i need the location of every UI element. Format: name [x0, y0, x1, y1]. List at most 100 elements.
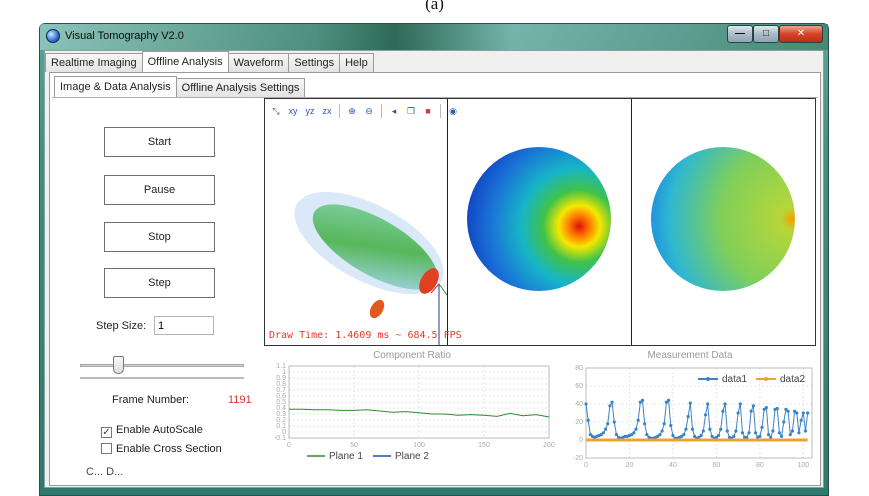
- start-button[interactable]: Start: [104, 127, 215, 157]
- data-point: [697, 435, 701, 439]
- cross-section-label: Enable Cross Section: [116, 443, 222, 455]
- data-point: [680, 434, 684, 438]
- data-point: [588, 433, 592, 437]
- data-point: [784, 407, 788, 411]
- data-point: [786, 409, 790, 413]
- data-point: [686, 415, 690, 419]
- data-point: [634, 427, 638, 431]
- tab-help[interactable]: Help: [339, 53, 374, 72]
- autoscale-checkbox[interactable]: ✓: [101, 427, 112, 438]
- autoscale-checkbox-row[interactable]: ✓ Enable AutoScale: [101, 424, 203, 438]
- data-point: [703, 413, 708, 417]
- tab-settings[interactable]: Settings: [288, 53, 341, 72]
- step-button[interactable]: Step: [104, 268, 215, 298]
- frame-slider-thumb[interactable]: [112, 356, 124, 374]
- tab-realtime-imaging[interactable]: Realtime Imaging: [45, 53, 143, 72]
- cross-section-checkbox-row[interactable]: Enable Cross Section: [101, 443, 222, 455]
- client-area: Realtime Imaging Offline Analysis Wavefo…: [44, 50, 824, 488]
- x-tick-label: 40: [669, 462, 677, 469]
- y-tick-label: 20: [575, 419, 583, 426]
- cross-section-checkbox[interactable]: [101, 443, 112, 454]
- x-tick-label: 0: [584, 462, 588, 469]
- data-point: [690, 427, 695, 431]
- data-point: [664, 400, 669, 404]
- data-point: [795, 411, 799, 415]
- data-point: [638, 400, 642, 404]
- camera-icon[interactable]: ◉: [449, 106, 457, 116]
- speaker-icon[interactable]: ◂: [391, 106, 397, 116]
- y-tick-label: 0.5: [276, 399, 286, 406]
- image-data-analysis-panel: Start Pause Stop Step Step Size: Frame N…: [52, 97, 818, 485]
- cross-section-plane-1: [467, 147, 611, 291]
- step-size-label: Step Size:: [96, 320, 147, 332]
- data-point: [801, 411, 805, 415]
- data-point: [586, 418, 590, 422]
- minimize-button[interactable]: —: [727, 25, 753, 43]
- zx-plane-icon[interactable]: zx: [322, 106, 332, 116]
- data-point: [753, 431, 758, 435]
- stop-button[interactable]: Stop: [104, 222, 215, 252]
- maximize-button[interactable]: □: [753, 25, 779, 43]
- data-point: [779, 434, 784, 438]
- app-window: Visual Tomography V2.0 — □ ✕ Realtime Im…: [39, 23, 829, 496]
- data-point: [738, 402, 742, 406]
- data-point: [610, 400, 614, 404]
- data-point: [751, 404, 755, 408]
- y-tick-label: 0.3: [276, 411, 286, 418]
- tomography-viewer[interactable]: ⤡ xy yz zx ⊕ ⊖ ◂ ❐ ■ ◉: [264, 98, 816, 346]
- yz-plane-icon[interactable]: yz: [305, 106, 315, 116]
- x-tick-label: 20: [626, 462, 634, 469]
- y-tick-label: 0.6: [276, 393, 286, 400]
- legend-label: Plane 2: [395, 451, 429, 462]
- tab-image-data-analysis[interactable]: Image & Data Analysis: [54, 76, 177, 97]
- data-point: [775, 406, 779, 411]
- data-point: [684, 427, 688, 431]
- clipped-option-label: C... D...: [86, 466, 124, 478]
- plot-frame: [288, 365, 550, 439]
- y-tick-label: 0.7: [276, 387, 286, 394]
- data-point: [643, 422, 647, 426]
- cross-section-plane-2: [651, 147, 795, 291]
- data-point: [721, 409, 725, 413]
- data-point: [747, 431, 751, 435]
- app-globe-icon: [46, 29, 60, 43]
- component-ratio-chart: Component Ratio 1.1 1 0.9 0.8 0.7 0.6 0.5 0.4 0.…: [267, 350, 557, 486]
- x-tick-label: 50: [350, 442, 358, 449]
- color-cube-icon[interactable]: ■: [425, 106, 431, 116]
- y-tick-label: 0: [579, 437, 583, 444]
- offline-analysis-panel: Image & Data Analysis Offline Analysis S…: [49, 72, 821, 486]
- frame-number-label: Frame Number:: [112, 394, 190, 406]
- y-tick-label: 0.1: [276, 423, 286, 430]
- data-point: [760, 425, 764, 429]
- zoom-out-icon[interactable]: ⊖: [365, 106, 373, 116]
- data-point: [716, 433, 721, 438]
- frame-slider-track[interactable]: [80, 364, 244, 367]
- data-point: [656, 434, 660, 438]
- 3d-volume-render: [294, 191, 448, 345]
- data-point: [723, 402, 727, 406]
- data-point: [769, 435, 773, 439]
- data-point: [599, 433, 603, 437]
- copy-icon[interactable]: ❐: [406, 106, 416, 116]
- tab-waveform[interactable]: Waveform: [227, 53, 290, 72]
- xy-plane-icon[interactable]: xy: [288, 106, 298, 116]
- step-size-input[interactable]: [154, 316, 214, 335]
- measurement-data-title: Measurement Data: [647, 350, 733, 361]
- series-line-plane-1: [289, 408, 550, 418]
- y-tick-label: -20: [573, 455, 583, 462]
- data-point: [782, 420, 786, 424]
- data-point: [764, 406, 768, 410]
- measurement-data-chart: Measurement Data 80 60 40 20 0 -20 0 20 40 60 80 10…: [562, 350, 818, 486]
- tab-offline-analysis-settings[interactable]: Offline Analysis Settings: [175, 78, 306, 97]
- main-tab-bar: Realtime Imaging Offline Analysis Wavefo…: [45, 51, 374, 73]
- title-bar[interactable]: Visual Tomography V2.0 — □ ✕: [40, 24, 828, 50]
- close-button[interactable]: ✕: [779, 25, 823, 43]
- data-point: [699, 433, 703, 438]
- draw-time-readout: Draw Time: 1.4609 ms ~ 684.5 FPS: [269, 330, 462, 341]
- tab-offline-analysis[interactable]: Offline Analysis: [141, 51, 229, 72]
- axes-icon[interactable]: ⤡: [272, 106, 280, 116]
- data-point: [797, 431, 801, 435]
- pause-button[interactable]: Pause: [104, 175, 215, 205]
- viewer-divider: [447, 99, 448, 345]
- zoom-in-icon[interactable]: ⊕: [348, 106, 356, 116]
